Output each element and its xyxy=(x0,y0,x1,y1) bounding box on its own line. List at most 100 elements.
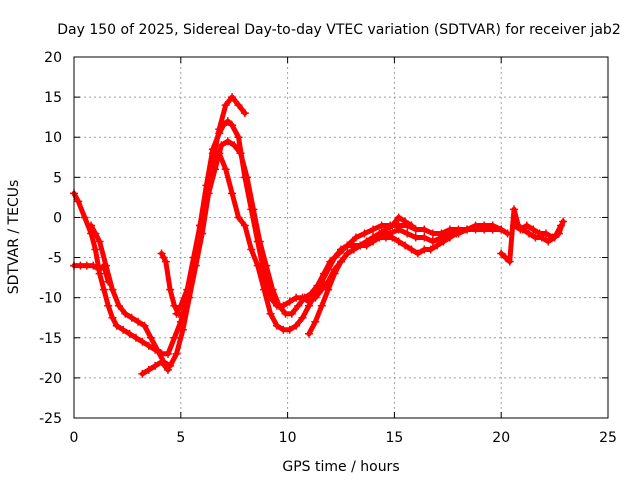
data-point xyxy=(247,245,256,254)
data-point xyxy=(230,141,239,150)
data-point xyxy=(529,225,538,234)
data-point xyxy=(202,189,211,198)
y-tick-label: 15 xyxy=(44,90,62,106)
data-point xyxy=(285,325,294,334)
data-point xyxy=(223,117,232,126)
data-point xyxy=(388,221,397,230)
data-point xyxy=(151,361,160,370)
data-point xyxy=(104,301,113,310)
data-point xyxy=(253,261,262,270)
data-point xyxy=(454,225,463,234)
plot-frame xyxy=(73,56,609,419)
data-point xyxy=(369,233,378,242)
data-point xyxy=(501,253,510,262)
data-point xyxy=(95,265,104,274)
data-point xyxy=(268,285,277,294)
data-point xyxy=(437,229,446,238)
data-point xyxy=(208,157,217,166)
data-series xyxy=(70,93,568,378)
data-point xyxy=(127,313,136,322)
data-point xyxy=(420,233,429,242)
data-point xyxy=(91,229,100,238)
data-point xyxy=(146,333,155,342)
satellite-trace-6 xyxy=(138,357,172,378)
data-point xyxy=(217,141,226,150)
data-point xyxy=(428,237,437,246)
data-point xyxy=(497,225,506,234)
data-point xyxy=(125,329,134,338)
data-point xyxy=(452,229,461,238)
data-point xyxy=(140,321,149,330)
data-point xyxy=(215,149,224,158)
satellite-trace-3 xyxy=(172,93,249,318)
data-point xyxy=(157,249,166,258)
data-point xyxy=(480,221,489,230)
data-point xyxy=(330,253,339,262)
data-point xyxy=(516,225,525,234)
data-point xyxy=(121,309,130,318)
chart-title: Day 150 of 2025, Sidereal Day-to-day VTE… xyxy=(57,22,620,38)
data-point xyxy=(554,229,563,238)
data-point xyxy=(260,285,269,294)
data-point xyxy=(138,369,147,378)
x-tick-label: 0 xyxy=(70,430,79,446)
data-point xyxy=(234,133,243,142)
x-tick-label: 5 xyxy=(176,430,185,446)
y-axis-label: SDTVAR / TECUs xyxy=(6,180,22,295)
data-point xyxy=(287,309,296,318)
data-point xyxy=(524,229,533,238)
data-point xyxy=(234,213,243,222)
data-point xyxy=(89,261,98,270)
data-point xyxy=(351,233,360,242)
data-point xyxy=(294,301,303,310)
data-point xyxy=(144,341,153,350)
data-point xyxy=(375,229,384,238)
x-tick-label: 15 xyxy=(385,430,403,446)
data-point xyxy=(99,285,108,294)
data-point xyxy=(407,245,416,254)
data-point xyxy=(311,289,320,298)
y-tick-label: 10 xyxy=(44,130,62,146)
data-point xyxy=(420,225,429,234)
data-point xyxy=(275,301,284,310)
data-point xyxy=(388,233,397,242)
satellite-trace-2 xyxy=(87,137,506,370)
satellite-trace-7 xyxy=(157,249,183,318)
data-point xyxy=(163,349,172,358)
data-point xyxy=(317,277,326,286)
y-tick-label: -15 xyxy=(39,331,62,347)
trace-line xyxy=(159,251,182,317)
data-point xyxy=(138,337,147,346)
grid-lines xyxy=(74,57,608,418)
data-point xyxy=(243,173,252,182)
data-point xyxy=(300,293,309,302)
data-point xyxy=(170,301,179,310)
data-point xyxy=(99,261,108,270)
x-tick-label: 10 xyxy=(279,430,297,446)
data-point xyxy=(161,257,170,266)
data-point xyxy=(114,301,123,310)
data-point xyxy=(95,237,104,246)
y-tick-label: -10 xyxy=(39,291,62,307)
data-point xyxy=(196,221,205,230)
data-point xyxy=(428,229,437,238)
data-point xyxy=(349,245,358,254)
x-tick-label: 25 xyxy=(599,430,617,446)
data-point xyxy=(131,333,140,342)
data-point xyxy=(356,241,365,250)
data-point xyxy=(108,313,117,322)
data-point xyxy=(337,257,345,266)
data-point xyxy=(439,237,448,246)
data-point xyxy=(330,269,339,278)
data-point xyxy=(510,221,519,230)
axis-ticks xyxy=(73,56,609,419)
data-point xyxy=(255,237,264,246)
y-tick-label: 5 xyxy=(53,170,62,186)
data-point xyxy=(159,253,168,262)
data-point xyxy=(236,149,245,158)
data-point xyxy=(266,309,275,318)
data-point xyxy=(544,237,553,246)
data-point xyxy=(163,365,172,374)
data-point xyxy=(463,225,472,234)
data-point xyxy=(272,321,281,330)
